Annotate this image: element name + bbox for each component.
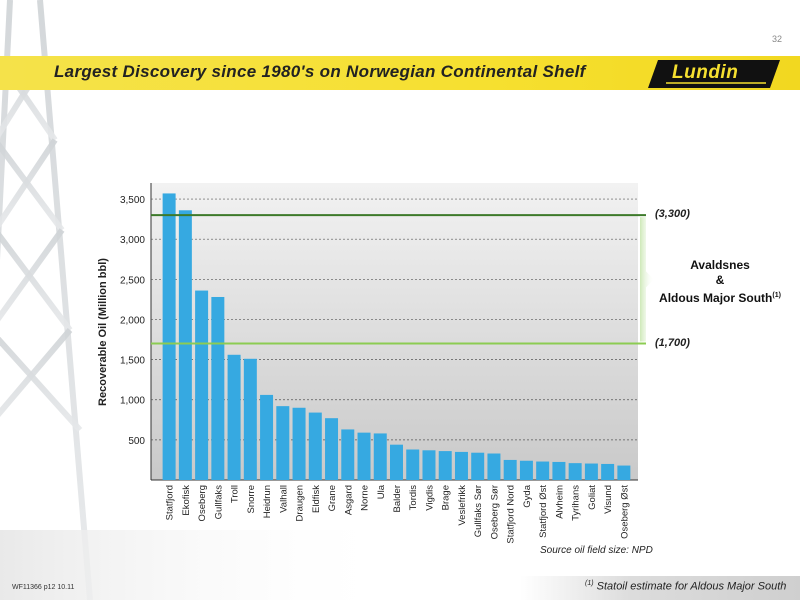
- bar-ekofisk: [178, 210, 192, 481]
- bar-valhall: [276, 406, 290, 480]
- footnote-mark: (1): [585, 580, 594, 587]
- bar-oseberg: [195, 290, 209, 480]
- y-tick-label: 3,000: [120, 235, 145, 246]
- bar-visund: [601, 463, 615, 480]
- bar-snorre: [243, 358, 257, 480]
- x-tick-label: Draugen: [295, 485, 306, 521]
- bar-statfjord-nord: [503, 459, 517, 480]
- bar-troll: [227, 354, 241, 480]
- bar-goliat: [584, 463, 598, 480]
- x-tick-label: Goliat: [587, 485, 598, 510]
- bar-ula: [373, 433, 387, 480]
- x-tick-label: Norne: [360, 485, 371, 511]
- range-bracket: [640, 217, 654, 342]
- x-tick-label: Ekofisk: [181, 485, 192, 516]
- bar-vigdis: [422, 450, 436, 480]
- annotation-line-1: Avaldsnes: [690, 258, 750, 272]
- x-tick-label: Oseberg: [197, 485, 208, 521]
- footer-band: [520, 576, 800, 600]
- bar-veslefrikk: [454, 451, 468, 480]
- x-tick-label: Eldfisk: [311, 485, 322, 513]
- bar-tordis: [406, 449, 420, 480]
- y-tick-label: 3,500: [120, 195, 145, 206]
- x-tick-label: Heidrun: [262, 485, 273, 518]
- x-tick-label: Troll: [230, 485, 241, 503]
- bar-gullfaks-s-r: [471, 452, 485, 480]
- document-code: WF11366 p12 10.11: [12, 584, 75, 591]
- lundin-logo: [648, 60, 780, 88]
- x-tick-label: Tordis: [408, 485, 419, 511]
- annotation-footnote-mark: (1): [772, 292, 781, 299]
- bar-oseberg-st: [617, 465, 631, 480]
- bar-eldfisk: [308, 412, 322, 480]
- y-tick-label: 1,500: [120, 356, 145, 367]
- bar-draugen: [292, 407, 306, 480]
- bar-brage: [438, 451, 452, 480]
- footnote: (1) Statoil estimate for Aldous Major So…: [585, 580, 786, 593]
- x-tick-label: Statfjord Øst: [538, 485, 549, 538]
- bar-statfjord: [162, 193, 176, 480]
- lundin-logo-text: Lundin: [672, 62, 739, 83]
- x-tick-label: Gullfaks Sør: [473, 485, 484, 537]
- bar-oseberg-s-r: [487, 453, 501, 480]
- reference-line-label-high: (3,300): [655, 208, 690, 221]
- x-tick-label: Brage: [441, 485, 452, 510]
- bar-norne: [357, 432, 371, 480]
- page-number: 32: [771, 34, 782, 44]
- bar-grane: [325, 418, 339, 480]
- x-tick-label: Oseberg Sør: [489, 485, 500, 539]
- x-tick-label: Alvheim: [554, 485, 565, 519]
- x-tick-label: Asgard: [343, 485, 354, 515]
- x-tick-label: Valhall: [278, 485, 289, 513]
- bar-statfjord-st: [536, 461, 550, 480]
- bar-tyrihans: [568, 463, 582, 480]
- bar-balder: [390, 444, 403, 480]
- bar-asgard: [341, 429, 355, 480]
- bar-heidrun: [260, 394, 274, 480]
- x-tick-label: Ula: [376, 484, 387, 499]
- y-tick-label: 2,500: [120, 275, 145, 286]
- x-tick-label: Visund: [603, 485, 614, 514]
- x-tick-label: Statfjord Nord: [506, 485, 517, 544]
- y-tick-label: 1,000: [120, 396, 145, 407]
- page-title: Largest Discovery since 1980's on Norweg…: [54, 62, 586, 81]
- bar-gullfaks: [211, 296, 225, 480]
- x-tick-label: Veslefrikk: [457, 485, 468, 526]
- y-tick-label: 500: [128, 436, 145, 447]
- avaldsnes-annotation: Avaldsnes & Aldous Major South(1): [655, 258, 785, 306]
- y-axis-label: Recoverable Oil (Million bbl): [97, 258, 109, 406]
- reference-line-label-low: (1,700): [655, 336, 690, 349]
- annotation-line-3-text: Aldous Major South: [659, 291, 773, 305]
- bar-alvheim: [552, 461, 566, 480]
- x-tick-label: Oseberg Øst: [619, 485, 630, 539]
- x-tick-label: Gullfaks: [213, 485, 224, 520]
- x-tick-label: Grane: [327, 485, 338, 511]
- x-tick-label: Tyrihans: [571, 485, 582, 521]
- y-tick-label: 2,000: [120, 315, 145, 326]
- x-tick-label: Snorre: [246, 485, 257, 514]
- bar-gyda: [519, 460, 533, 480]
- x-tick-label: Statfjord: [165, 485, 176, 520]
- x-tick-label: Vigdis: [424, 485, 435, 511]
- annotation-line-3: Aldous Major South(1): [655, 288, 785, 306]
- footnote-text: Statoil estimate for Aldous Major South: [596, 580, 787, 593]
- x-tick-label: Gyda: [522, 484, 533, 507]
- source-note: Source oil field size: NPD: [540, 545, 653, 556]
- annotation-line-2: &: [715, 273, 725, 287]
- x-tick-label: Balder: [392, 485, 403, 512]
